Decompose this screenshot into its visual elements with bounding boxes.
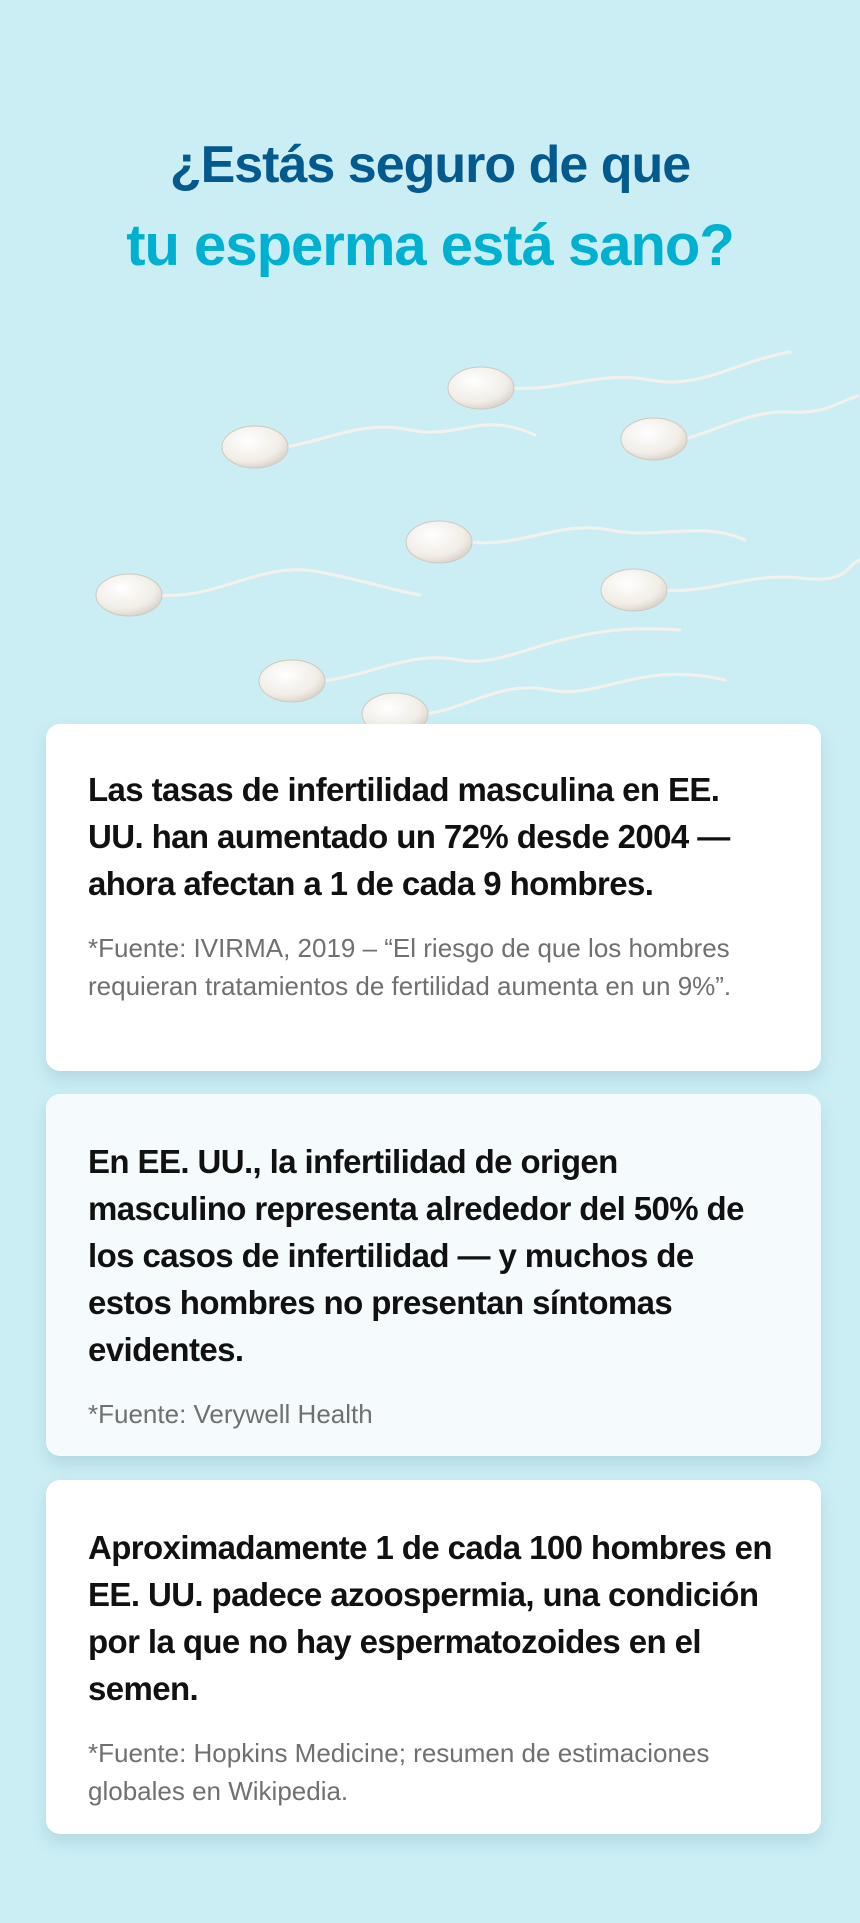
headline-line-2: tu esperma está sano?: [126, 213, 735, 278]
stat-card-3: Aproximadamente 1 de cada 100 hombres en…: [46, 1480, 821, 1834]
stat-text: En EE. UU., la infertilidad de origen ma…: [88, 1143, 744, 1368]
sperm-illustration: [95, 350, 860, 736]
stat-source: *Fuente: Hopkins Medicine; resumen de es…: [88, 1738, 710, 1806]
stat-text: Aproximadamente 1 de cada 100 hombres en…: [88, 1529, 773, 1707]
stat-source: *Fuente: Verywell Health: [88, 1399, 373, 1429]
stat-card-2: En EE. UU., la infertilidad de origen ma…: [46, 1094, 821, 1456]
stat-source: *Fuente: IVIRMA, 2019 – “El riesgo de qu…: [88, 933, 732, 1001]
stat-card-1: Las tasas de infertilidad masculina en E…: [46, 724, 821, 1071]
stat-text: Las tasas de infertilidad masculina en E…: [88, 771, 730, 902]
headline-line-1: ¿Estás seguro de que: [169, 136, 691, 194]
